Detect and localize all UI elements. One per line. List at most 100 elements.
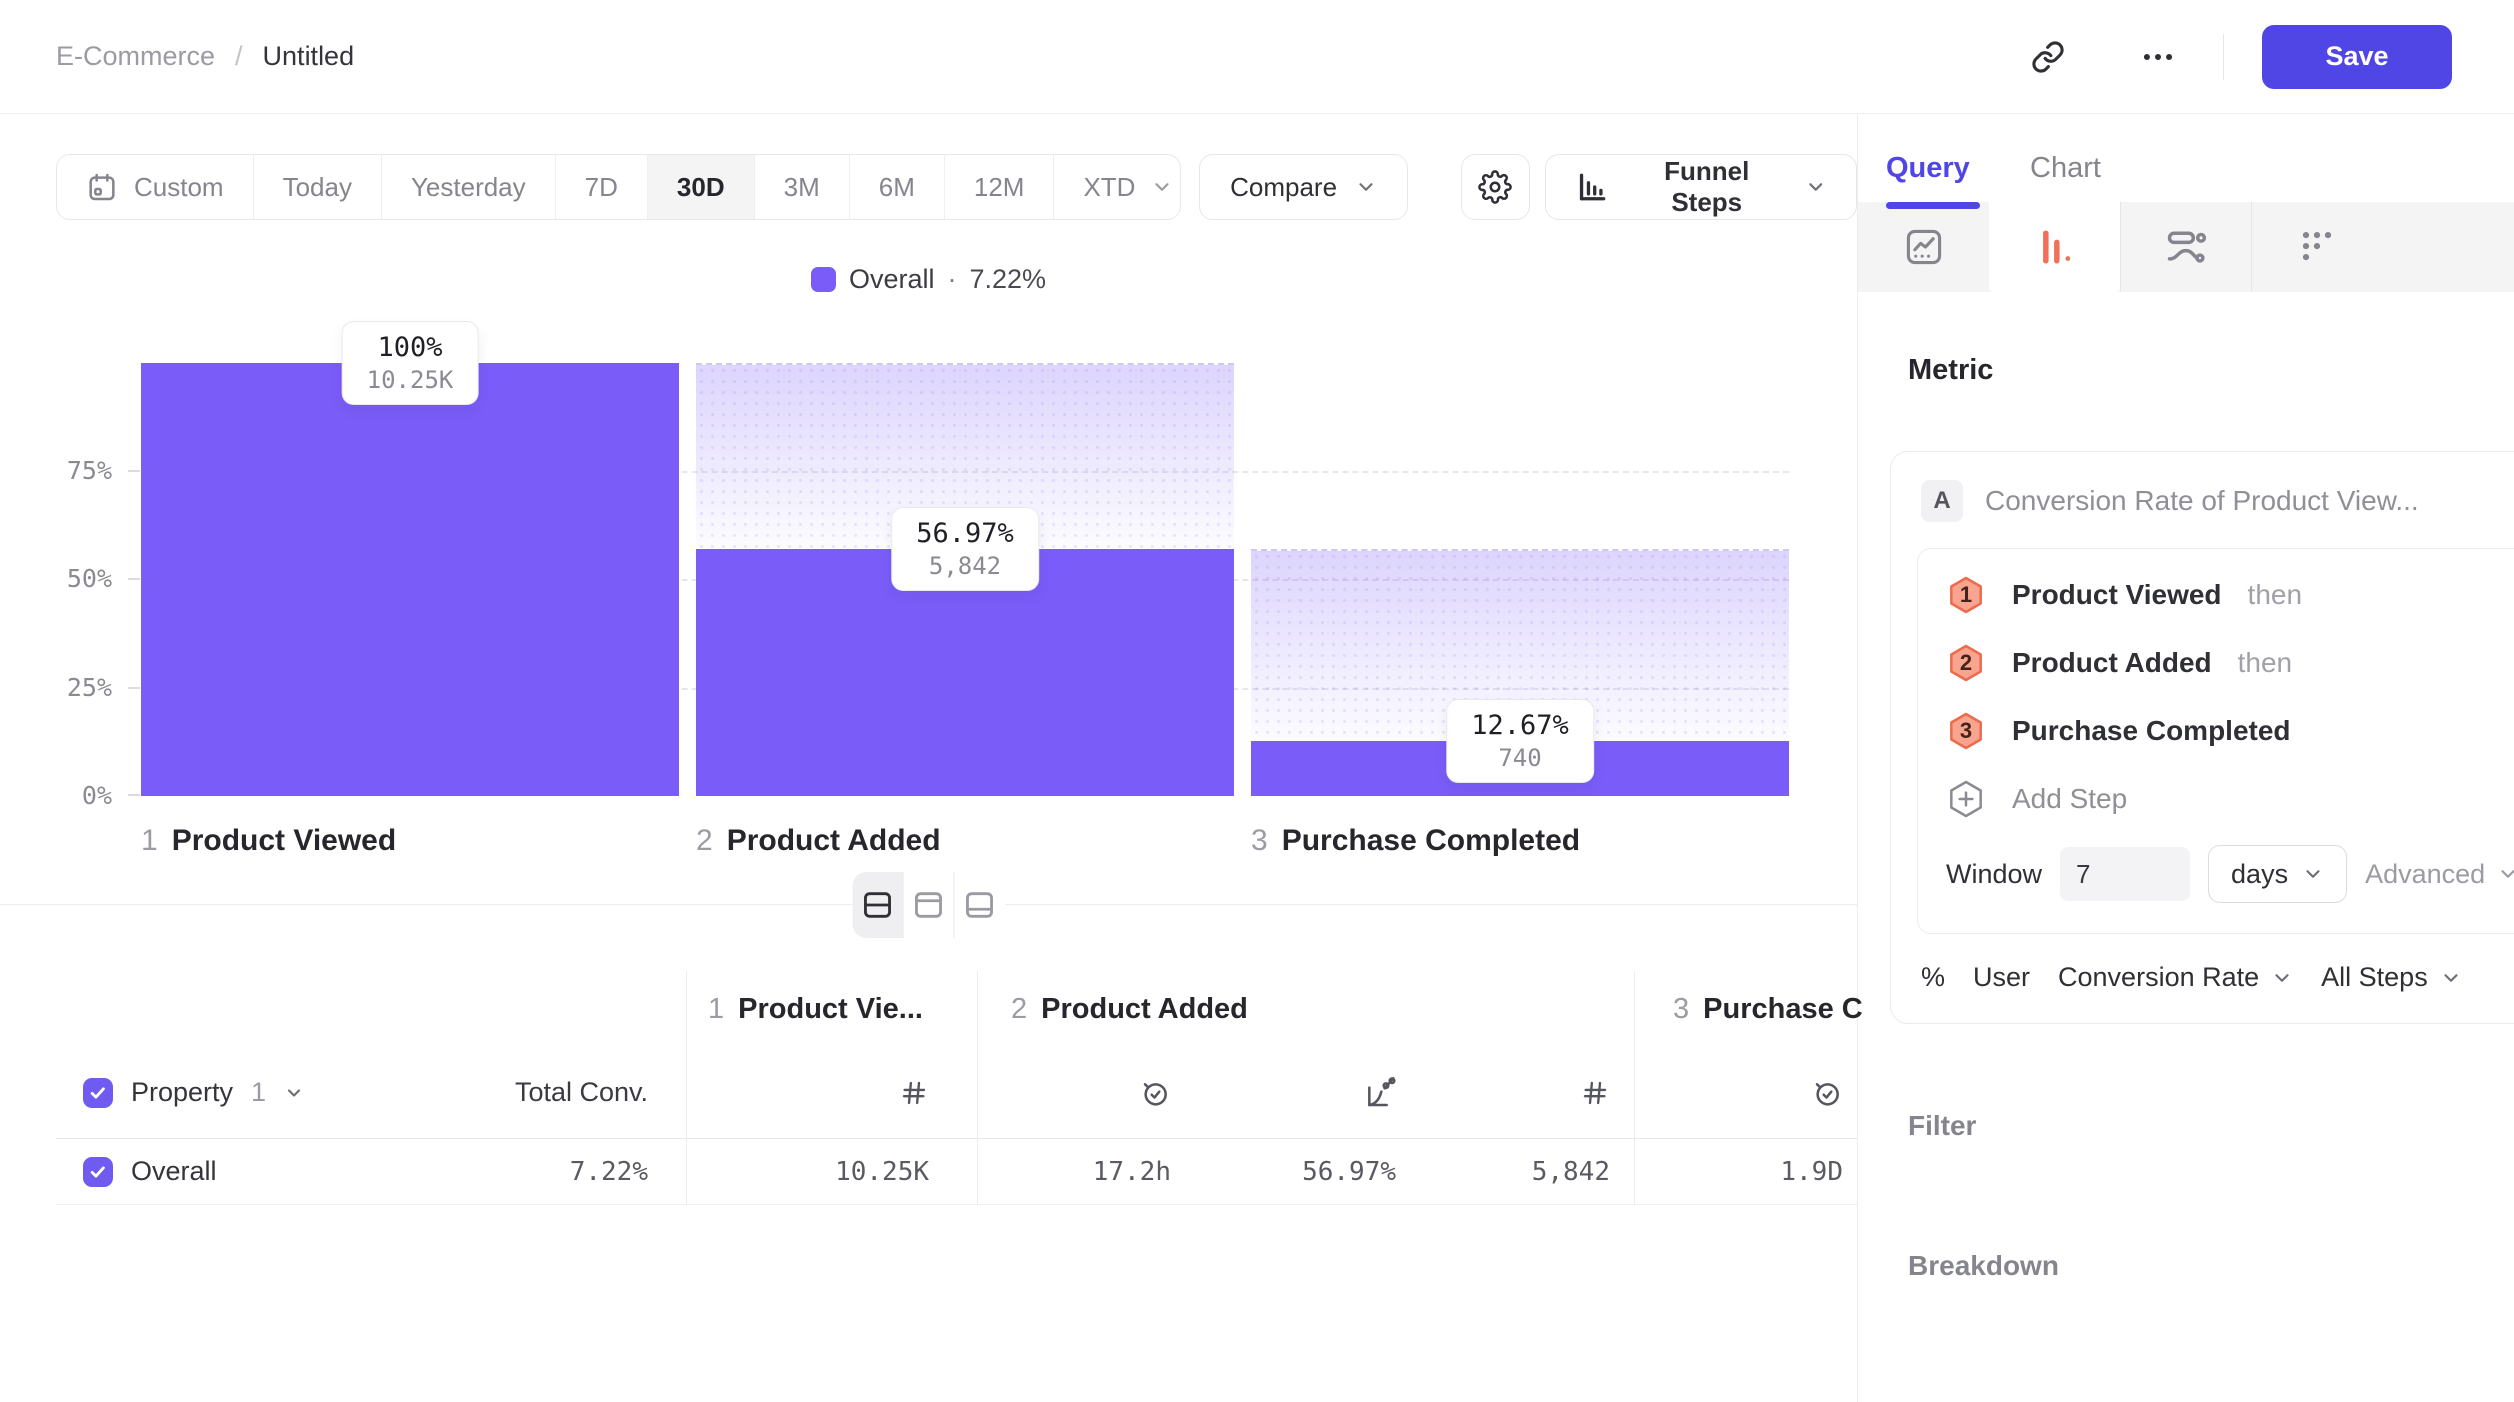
hexagon-icon: [1950, 644, 1982, 682]
advanced-label: Advanced: [2365, 858, 2486, 889]
select-all-checkbox[interactable]: [83, 1077, 113, 1108]
step-event-name: Purchase Completed: [2012, 715, 2291, 746]
date-range-custom[interactable]: Custom: [57, 155, 254, 219]
conversion-window-row: Window days Advanced: [1918, 833, 2514, 927]
breadcrumb-parent[interactable]: E-Commerce: [56, 41, 216, 71]
legend[interactable]: Overall · 7.22%: [0, 264, 1857, 295]
chart-type-line-button[interactable]: [1858, 202, 1989, 292]
step2-count-header[interactable]: [1420, 1047, 1634, 1139]
y-axis-tick: 75%: [66, 456, 112, 485]
layout-table-only-button[interactable]: [954, 872, 1005, 938]
compare-button[interactable]: Compare: [1199, 154, 1409, 220]
chevron-down-icon: [2306, 870, 2320, 878]
window-unit-label: days: [2231, 858, 2289, 889]
funnel-bar-step-3[interactable]: 12.67% 740: [1251, 363, 1789, 796]
settings-button[interactable]: [1461, 154, 1530, 220]
breadcrumb-current[interactable]: Untitled: [262, 41, 355, 71]
measure-dropdown[interactable]: Conversion Rate: [2058, 962, 2293, 993]
share-link-button[interactable]: [2031, 40, 2065, 74]
chart-type-funnel-button[interactable]: [1989, 202, 2120, 292]
cell-value: 1.9D: [1780, 1156, 1843, 1187]
step-name: Product Added: [726, 824, 941, 857]
query-step-2[interactable]: 2 Product Added then: [1918, 629, 2514, 697]
add-step-button[interactable]: Add Step: [1918, 765, 2514, 833]
column-group-step-3[interactable]: 3 Purchase C: [1634, 971, 1863, 1047]
bar-count: 5,842: [928, 552, 1002, 581]
chart-type-flow-button[interactable]: [2120, 202, 2251, 292]
date-range-3m[interactable]: 3M: [755, 155, 850, 219]
query-step-1[interactable]: 1 Product Viewed then: [1918, 561, 2514, 629]
layout-split-button[interactable]: [852, 872, 903, 938]
link-icon: [2032, 40, 2064, 73]
bar-count: 10.25K: [366, 366, 454, 394]
window-value-input[interactable]: [2060, 847, 2191, 901]
column-group-step-2[interactable]: 2 Product Added: [977, 971, 1634, 1047]
group-number: 1: [708, 992, 725, 1025]
step3-avg-time-header[interactable]: [1634, 1047, 1857, 1139]
tab-chart[interactable]: Chart: [2030, 152, 2101, 184]
step-connector: then: [2247, 579, 2303, 610]
view-type-button[interactable]: Funnel Steps: [1544, 154, 1857, 220]
time-to-convert-icon: [1143, 1082, 1167, 1106]
date-range-yesterday[interactable]: Yesterday: [382, 155, 556, 219]
section-divider: [0, 872, 1857, 938]
property-number: 1: [251, 1077, 267, 1107]
funnel-bar-step-1[interactable]: 100% 10.25K: [141, 321, 679, 796]
row-checkbox[interactable]: [83, 1156, 113, 1187]
advanced-dropdown[interactable]: Advanced: [2365, 859, 2514, 890]
divider: [2223, 33, 2224, 80]
step1-count-header[interactable]: [686, 1047, 977, 1139]
date-range-12m[interactable]: 12M: [945, 155, 1055, 219]
filter-label: Filter: [1908, 1110, 1977, 1141]
step2-conv-cell: 56.97%: [1195, 1139, 1420, 1205]
step2-count-cell: 5,842: [1420, 1139, 1634, 1205]
bar-fill: [141, 363, 679, 796]
step-event-name: Product Viewed: [2012, 579, 2222, 610]
top-bar: E-Commerce / Untitled Save: [0, 0, 2514, 114]
view-type-label: Funnel Steps: [1664, 156, 1750, 217]
measure-label: Conversion Rate: [2058, 962, 2260, 992]
percent-symbol[interactable]: %: [1921, 962, 1946, 992]
step2-avg-time-cell: 17.2h: [977, 1139, 1195, 1205]
date-range-30d[interactable]: 30D: [647, 155, 755, 219]
step-connector: then: [2237, 647, 2293, 678]
step2-avg-time-header[interactable]: [977, 1047, 1195, 1139]
window-label: Window: [1946, 858, 2043, 889]
counting-entity[interactable]: User: [1973, 962, 2031, 992]
date-range-7d[interactable]: 7D: [556, 155, 648, 219]
total-conv-header: Total Conv.: [514, 1077, 648, 1107]
breakdown-label: Breakdown: [1908, 1250, 2059, 1281]
check-icon: [90, 1165, 105, 1178]
scope-label: All Steps: [2321, 962, 2428, 992]
chart-toolbar: Custom Today Yesterday 7D 30D 3M 6M 12M …: [56, 154, 1857, 220]
metric-title-row[interactable]: A Conversion Rate of Product View...: [1891, 480, 2514, 548]
bar-value-card: 12.67% 740: [1446, 699, 1594, 784]
chart-type-retention-button[interactable]: [2251, 202, 2382, 292]
date-range-today[interactable]: Today: [254, 155, 382, 219]
dots-grid-icon: [2302, 231, 2332, 261]
query-step-3[interactable]: 3 Purchase Completed: [1918, 697, 2514, 765]
date-range-xtd[interactable]: XTD: [1054, 155, 1180, 219]
tab-query[interactable]: Query: [1886, 152, 1980, 202]
step-labels: 1 Product Viewed 2 Product Added 3 Purch…: [141, 824, 1789, 858]
step-label-1: 1 Product Viewed: [141, 824, 679, 858]
funnel-bar-step-2[interactable]: 56.97% 5,842: [696, 363, 1234, 796]
filter-section: Filter: [1858, 1096, 2514, 1156]
table-layout-toggle: [852, 872, 1005, 938]
more-menu-button[interactable]: [2139, 38, 2177, 76]
property-selector[interactable]: Property 1: [83, 1077, 304, 1108]
row-selector[interactable]: Overall: [83, 1156, 217, 1187]
layout-chart-only-button[interactable]: [903, 872, 954, 938]
column-group-step-1[interactable]: 1 Product Vie...: [686, 971, 977, 1047]
axis-tick-mark: [128, 687, 140, 689]
step2-conv-rate-header[interactable]: [1195, 1047, 1420, 1139]
date-range-6m[interactable]: 6M: [850, 155, 945, 219]
funnel-steps-icon: [1579, 173, 1606, 201]
chevron-down-icon: [2444, 973, 2458, 982]
save-button[interactable]: Save: [2262, 24, 2452, 89]
hexagon-icon: [1950, 712, 1982, 750]
window-unit-dropdown[interactable]: days: [2208, 845, 2348, 903]
chart-type-strip-filler: [2382, 202, 2514, 292]
bar-percent: 100%: [377, 332, 443, 363]
steps-scope-dropdown[interactable]: All Steps: [2321, 962, 2462, 993]
